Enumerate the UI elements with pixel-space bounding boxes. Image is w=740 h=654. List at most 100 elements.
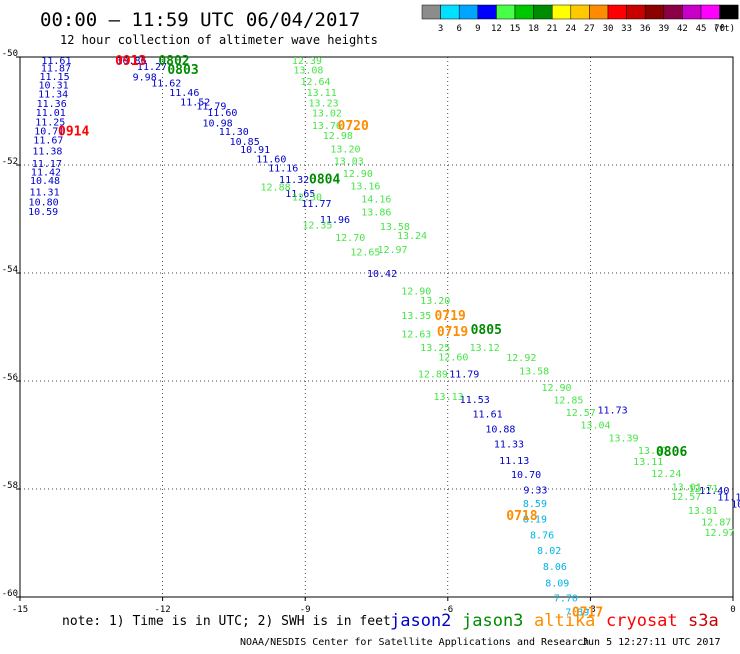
swh-value: 13.04 [580, 421, 610, 432]
colorbar-label: 18 [528, 24, 539, 34]
swh-value: 11.33 [494, 440, 524, 451]
colorbar-label: 27 [584, 24, 595, 34]
colorbar-swatch [626, 4, 646, 20]
swh-value: 7.70 [554, 594, 578, 605]
swh-value: 10.71 [34, 126, 64, 137]
satellite-tracks: 11.6111.8711.1510.3111.3411.3611.0111.25… [28, 56, 740, 618]
lat-tick-label: -58 [2, 481, 18, 491]
swh-value: 8.76 [530, 530, 554, 541]
colorbar-swatch [700, 4, 720, 20]
swh-value: 13.02 [312, 109, 342, 120]
swh-value: 10.98 [203, 118, 233, 129]
colorbar-label: 3 [438, 24, 443, 34]
swh-value: 10.42 [367, 269, 397, 280]
swh-value: 11.11 [717, 493, 740, 504]
swh-value: 12.24 [651, 469, 681, 480]
swh-value: 9.33 [523, 486, 547, 497]
swh-value: 13.12 [470, 343, 500, 354]
swh-value: 11.87 [41, 63, 71, 74]
swh-value: 12.90 [541, 383, 571, 394]
pass-time-label: 0805 [471, 323, 502, 338]
swh-value: 13.25 [420, 343, 450, 354]
swh-value: 10.31 [39, 81, 69, 92]
swh-value: 8.59 [523, 499, 547, 510]
swh-value: 8.06 [543, 562, 567, 573]
swh-value: 11.30 [219, 127, 249, 138]
swh-value: 11.79 [449, 369, 479, 380]
swh-value: 11.01 [36, 108, 66, 119]
swh-value: 11.15 [39, 72, 69, 83]
colorbar-label: 6 [456, 24, 461, 34]
pass-time-label: 0719 [434, 309, 465, 324]
colorbar-swatch [644, 4, 665, 20]
swh-value: 12.60 [438, 353, 468, 364]
colorbar-swatch [607, 4, 627, 20]
swh-value: 13.87 [638, 446, 668, 457]
lon-tick-label: -3 [585, 605, 596, 615]
swh-value: 11.67 [33, 136, 63, 147]
pass-time-label: 0802 [158, 54, 189, 69]
swh-value: 13.58 [519, 367, 549, 378]
swh-value: 12.65 [350, 247, 380, 258]
track-jason3-light-green: 12.3913.0812.6413.1113.2313.0213.7612.98… [261, 56, 735, 539]
swh-value: 11.13 [499, 456, 529, 467]
colorbar-label: 70 [714, 24, 725, 34]
legend-jason2: jason2 [390, 611, 451, 631]
lon-tick-label: -12 [154, 605, 170, 615]
colorbar-swatch [589, 4, 609, 20]
pass-time-label: 0804 [309, 173, 340, 188]
map-subtitle: 12 hour collection of altimeter wave hei… [60, 33, 378, 47]
pass-time-label: 0803 [167, 63, 198, 78]
colorbar-label: 15 [510, 24, 521, 34]
colorbar-unit: (ft) [713, 24, 735, 34]
swh-value: 10.59 [28, 207, 58, 218]
plot-frame [19, 56, 734, 598]
swh-value: 13.13 [434, 392, 464, 403]
swh-value: 13.08 [293, 65, 323, 76]
footer-note: note: 1) Time is in UTC; 2) SWH is in fe… [62, 614, 391, 629]
lon-tick-label: -9 [300, 605, 311, 615]
swh-value: 10.85 [230, 137, 260, 148]
colorbar-swatch [421, 4, 441, 20]
swh-value: 13.20 [330, 144, 360, 155]
swh-value: 8.09 [545, 578, 569, 589]
colorbar-swatch [496, 4, 516, 20]
legend-altika: altika [534, 611, 595, 631]
colorbar-swatch [514, 4, 534, 20]
swh-value: 10 [731, 500, 740, 511]
swh-value: 11.61 [41, 56, 71, 67]
colorbar-label: 9 [475, 24, 480, 34]
swh-value: 8.19 [523, 515, 547, 526]
swh-value: 12.90 [401, 286, 431, 297]
track-jason2-cyan: 8.59 8.19 8.76 8.02 8.06 8.09 7.70 7.39 [523, 499, 589, 619]
swh-value: 11.25 [35, 117, 65, 128]
colorbar-label: 33 [621, 24, 632, 34]
swh-value: 13.11 [307, 88, 337, 99]
swh-value: 13.58 [380, 222, 410, 233]
swh-value: 12.63 [401, 329, 431, 340]
pass-time-label: 0718 [506, 509, 537, 524]
swh-value: 14.16 [361, 194, 391, 205]
pass-time-label: 0806 [656, 445, 687, 460]
wave-height-colorbar: 3 6 9 12 15 18 21 24 27 30 33 36 39 42 45 70(ft) [421, 4, 739, 34]
pass-time-label: 0913 [115, 54, 146, 69]
lat-lon-grid [20, 57, 733, 597]
swh-value: 12.90 [343, 169, 373, 180]
swh-value: 12.64 [300, 77, 330, 88]
lat-tick-label: -60 [2, 589, 18, 599]
pass-time-label: 0720 [338, 119, 369, 134]
map-title: 00:00 – 11:59 UTC 06/04/2017 [40, 9, 360, 31]
swh-value: 10.48 [30, 176, 60, 187]
swh-value: 11.42 [31, 167, 61, 178]
swh-value: 12.88 [261, 183, 291, 194]
swh-value: 11.77 [301, 199, 331, 210]
swh-value: 13.20 [420, 296, 450, 307]
satellite-legend: jason2 jason3 altika cryosat s3a [390, 611, 719, 631]
swh-value: 12.57 [671, 492, 701, 503]
swh-value: 13.24 [397, 231, 427, 242]
swh-value: 12.30 [292, 192, 322, 203]
colorbar-label: 21 [547, 24, 558, 34]
